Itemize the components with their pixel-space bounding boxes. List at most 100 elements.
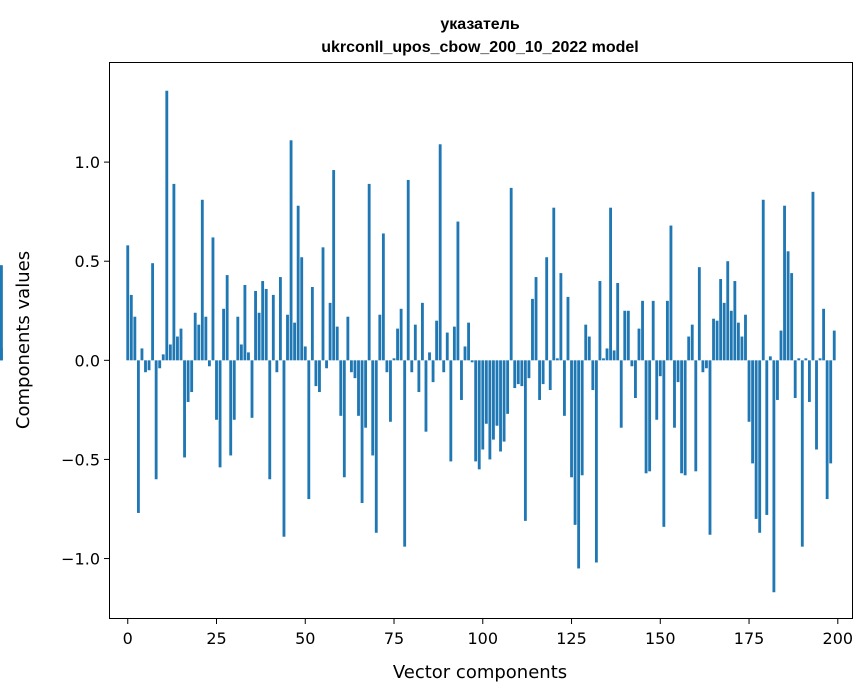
x-axis-label: Vector components (393, 662, 567, 683)
bar-151 (662, 360, 666, 527)
bar-27 (222, 308, 226, 361)
bar-171 (733, 281, 737, 361)
bar-148 (651, 300, 655, 361)
bar-127 (577, 360, 581, 569)
bar-169 (726, 261, 730, 361)
bar-174 (744, 314, 747, 361)
bar-79 (406, 179, 410, 361)
bars-group (0, 90, 836, 593)
bar-118 (545, 257, 549, 361)
bar-58 (332, 170, 336, 361)
bar-65 (357, 360, 360, 416)
bar-114 (531, 298, 534, 361)
bar-21 (200, 199, 204, 361)
bar-60 (339, 360, 343, 416)
bar-160 (694, 360, 698, 472)
bar-155 (676, 360, 680, 383)
bar-163 (705, 360, 708, 369)
bar-45 (286, 314, 289, 361)
bar-181 (768, 356, 772, 361)
bar-76 (396, 328, 399, 361)
bar-135 (605, 348, 609, 361)
bar-112 (523, 360, 527, 521)
bar-192 (807, 360, 811, 402)
bar-195 (818, 358, 822, 361)
bar-116 (538, 360, 541, 400)
bar-139 (619, 360, 623, 428)
y-tick-label: 0.5 (75, 252, 100, 271)
bar-162 (701, 360, 705, 373)
bar-175 (747, 360, 751, 422)
bar-69 (371, 360, 375, 456)
bar-undefined (0, 348, 3, 361)
bar-90 (445, 332, 449, 361)
bar-142 (630, 360, 634, 367)
bar-111 (520, 360, 524, 387)
bar-106 (502, 360, 506, 442)
bar-32 (239, 344, 243, 361)
bar-12 (168, 344, 172, 361)
bar-3 (136, 360, 140, 513)
bar-86 (431, 360, 435, 383)
bar-80 (410, 360, 414, 373)
bar-98 (474, 360, 478, 462)
bar-34 (247, 352, 250, 361)
bar-57 (328, 302, 332, 361)
bar-26 (218, 360, 222, 468)
bar-89 (442, 360, 446, 373)
bar-5 (144, 360, 147, 373)
bar-144 (637, 328, 641, 361)
bar-1 (129, 294, 133, 361)
bar-178 (758, 360, 762, 533)
bar-87 (435, 320, 439, 361)
bar-63 (350, 360, 353, 373)
bar-4 (140, 348, 144, 361)
bar-77 (399, 308, 403, 361)
bar-124 (566, 296, 570, 361)
bar-102 (488, 360, 492, 460)
bar-189 (797, 358, 801, 361)
bar-28 (225, 275, 229, 361)
bar-14 (176, 336, 179, 361)
bar-10 (161, 354, 165, 361)
bar-115 (534, 277, 538, 361)
x-tick-label: 200 (823, 629, 854, 648)
bar-6 (147, 360, 151, 371)
bar-199 (832, 330, 836, 361)
bar-24 (211, 237, 215, 361)
bar-157 (683, 360, 687, 476)
y-tick-label: 0.0 (75, 351, 100, 370)
bar-23 (207, 360, 211, 367)
bar-36 (254, 290, 257, 361)
bar-167 (719, 279, 723, 361)
x-tick-label: 125 (556, 629, 587, 648)
bar-11 (165, 90, 169, 361)
bar-103 (492, 360, 495, 440)
bar-121 (555, 358, 559, 361)
bar-101 (484, 360, 488, 424)
bar-43 (278, 277, 282, 361)
bar-147 (648, 360, 652, 472)
bar-137 (612, 350, 616, 361)
bar-68 (367, 183, 371, 361)
bar-188 (793, 360, 797, 398)
bar-56 (325, 360, 328, 369)
bar-85 (428, 352, 431, 361)
bar-143 (634, 360, 637, 398)
bar-176 (751, 360, 755, 464)
bar-51 (307, 360, 311, 500)
bar-196 (822, 308, 826, 361)
bar-126 (573, 360, 577, 525)
bar-186 (786, 251, 790, 361)
bar-17 (186, 360, 190, 402)
bar-152 (665, 300, 669, 361)
bar-177 (754, 360, 758, 519)
bar-113 (527, 360, 531, 379)
bar-88 (438, 144, 442, 361)
bar-190 (800, 360, 804, 547)
bar-159 (690, 324, 694, 361)
chart-title-line1: указатель (440, 16, 520, 33)
x-tick-label: 175 (734, 629, 765, 648)
y-tick-label: 1.0 (75, 153, 100, 172)
bar-133 (598, 281, 602, 361)
